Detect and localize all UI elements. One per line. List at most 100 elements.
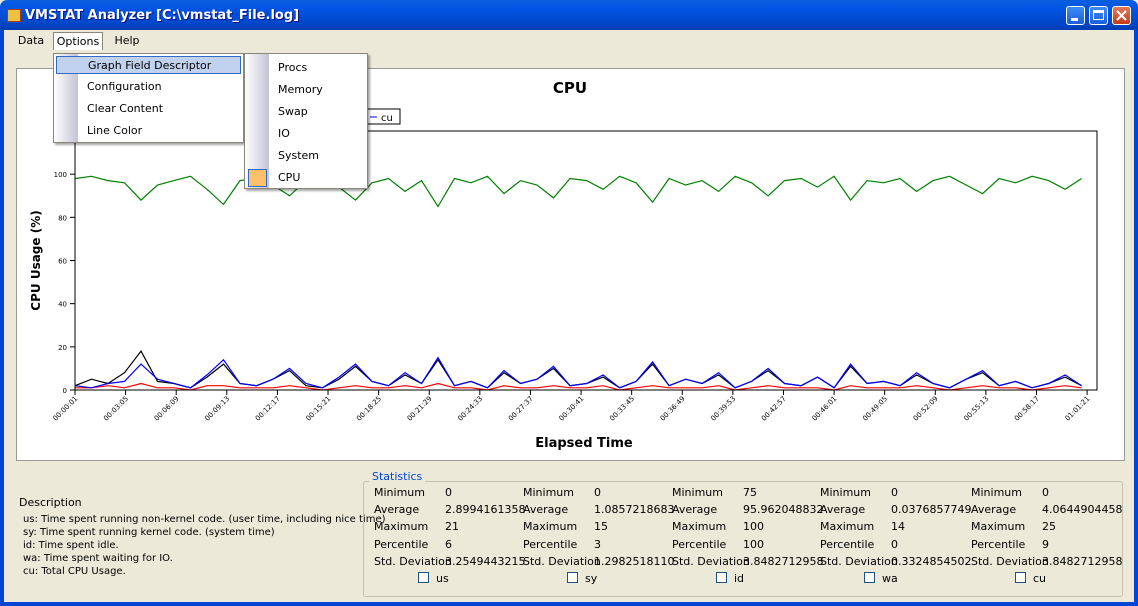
close-icon xyxy=(1116,10,1127,21)
stat-label: Std. Deviation xyxy=(523,555,601,568)
description-title: Description xyxy=(19,496,82,509)
plot-frame xyxy=(74,130,1098,391)
stat-value: 75 xyxy=(743,486,757,499)
app-icon xyxy=(7,9,21,22)
window-border xyxy=(0,602,1138,606)
stat-label: Minimum xyxy=(523,486,574,499)
x-tick-label: 00:24:33 xyxy=(456,395,484,423)
stat-label: Minimum xyxy=(971,486,1022,499)
stat-value: 14 xyxy=(891,520,905,533)
menu-item[interactable]: IO xyxy=(247,124,365,144)
stat-label: Maximum xyxy=(374,520,429,533)
stat-value: 95.962048832 xyxy=(743,503,824,516)
x-tick-label: 00:12:17 xyxy=(254,395,282,423)
menu-item[interactable]: Configuration xyxy=(56,78,241,96)
checkbox-label: sy xyxy=(585,572,598,585)
stat-value: 4.0644904458 xyxy=(1042,503,1123,516)
menu-item-label: Graph Field Descriptor xyxy=(88,59,212,72)
stat-value: 100 xyxy=(743,520,764,533)
y-axis-title: CPU Usage (%) xyxy=(29,210,43,310)
x-tick-label: 00:58:17 xyxy=(1013,395,1041,423)
menu-item[interactable]: Swap xyxy=(247,102,365,122)
menu-item[interactable]: Options xyxy=(53,32,103,50)
window-border xyxy=(0,30,4,606)
statistics-title: Statistics xyxy=(369,470,426,483)
stat-label: Maximum xyxy=(523,520,578,533)
x-tick-label: 00:36:49 xyxy=(659,395,687,423)
x-tick-label: 00:27:37 xyxy=(507,395,535,423)
menu-item[interactable]: Clear Content xyxy=(56,100,241,118)
checkbox[interactable] xyxy=(567,572,578,583)
stat-label: Std. Deviation xyxy=(820,555,898,568)
window-title: VMSTAT Analyzer [C:\vmstat_File.log] xyxy=(25,8,300,23)
x-tick-label: 00:03:05 xyxy=(102,395,130,423)
x-tick-label: 00:33:45 xyxy=(608,395,636,423)
stat-value: 0 xyxy=(1042,486,1049,499)
description-line: id: Time spent idle. xyxy=(23,540,119,551)
stat-value: 0 xyxy=(445,486,452,499)
stat-value: 3.8482712958 xyxy=(743,555,824,568)
y-tick-label: 100 xyxy=(54,171,67,179)
x-tick-label: 01:01:21 xyxy=(1064,395,1092,423)
menu-item[interactable]: Data xyxy=(17,34,45,47)
maximize-button[interactable] xyxy=(1089,6,1108,25)
y-tick-label: 20 xyxy=(58,344,67,352)
menu-item-label: Memory xyxy=(278,83,323,96)
menu-item-label: Clear Content xyxy=(87,102,164,115)
menu-item[interactable]: CPU xyxy=(247,168,365,188)
stat-label: Minimum xyxy=(672,486,723,499)
x-tick-label: 00:00:01 xyxy=(52,395,80,423)
x-tick-label: 00:42:57 xyxy=(760,395,788,423)
x-tick-label: 00:52:09 xyxy=(912,395,940,423)
stat-value: 0.0376857749 xyxy=(891,503,972,516)
checkbox-label: wa xyxy=(882,572,898,585)
close-button[interactable] xyxy=(1112,6,1131,25)
stat-label: Minimum xyxy=(374,486,425,499)
description-line: cu: Total CPU Usage. xyxy=(23,566,126,577)
menu-item[interactable]: Procs xyxy=(247,58,365,78)
menu-item[interactable]: Help xyxy=(114,34,140,47)
series-line xyxy=(75,382,1082,391)
menu-item[interactable]: Line Color xyxy=(56,122,241,140)
chart: CPU Elapsed Time CPU Usage (%) 0 20 40 60 80 100… xyxy=(29,79,1098,451)
checkbox[interactable] xyxy=(864,572,875,583)
menu-item[interactable]: Memory xyxy=(247,80,365,100)
stat-label: Average xyxy=(523,503,569,516)
stat-value: 0.3324854502 xyxy=(891,555,972,568)
x-tick-label: 00:18:25 xyxy=(355,395,383,423)
stat-label: Average xyxy=(374,503,420,516)
stat-value: 6 xyxy=(445,538,452,551)
menu-item-label: Configuration xyxy=(87,80,162,93)
statistics-panel xyxy=(363,481,1123,597)
stat-label: Minimum xyxy=(820,486,871,499)
description-panel: Description us: Time spent running non-ke… xyxy=(19,496,386,586)
checkbox-label: us xyxy=(436,572,449,585)
minimize-button[interactable] xyxy=(1066,6,1085,25)
x-tick-label: 00:46:01 xyxy=(811,395,839,423)
stat-label: Percentile xyxy=(820,538,875,551)
menu-item-label: CPU xyxy=(278,171,301,184)
menu-item[interactable]: System xyxy=(247,146,365,166)
menu-item-label: System xyxy=(278,149,320,162)
checkbox[interactable] xyxy=(716,572,727,583)
y-tick-label: 80 xyxy=(58,214,67,222)
stat-label: Percentile xyxy=(374,538,429,551)
checkbox[interactable] xyxy=(1015,572,1026,583)
menu-item[interactable]: Graph Field Descriptor xyxy=(56,56,241,74)
series-line xyxy=(74,356,1082,389)
menu-item-label: Swap xyxy=(278,105,308,118)
chart-title: CPU xyxy=(553,79,587,97)
stat-label: Percentile xyxy=(971,538,1026,551)
x-tick-label: 00:49:05 xyxy=(861,395,889,423)
checkbox[interactable] xyxy=(418,572,429,583)
x-tick-label: 00:09:13 xyxy=(203,395,231,423)
series-line xyxy=(74,175,1082,208)
stat-label: Average xyxy=(820,503,866,516)
stat-value: 3 xyxy=(594,538,601,551)
options-menu: Graph Field Descriptor Configuration Clear… xyxy=(53,53,244,143)
description-line: sy: Time spent running kernel code. (sys… xyxy=(23,527,275,538)
stat-label: Average xyxy=(971,503,1017,516)
stat-label: Percentile xyxy=(523,538,578,551)
stat-value: 100 xyxy=(743,538,764,551)
